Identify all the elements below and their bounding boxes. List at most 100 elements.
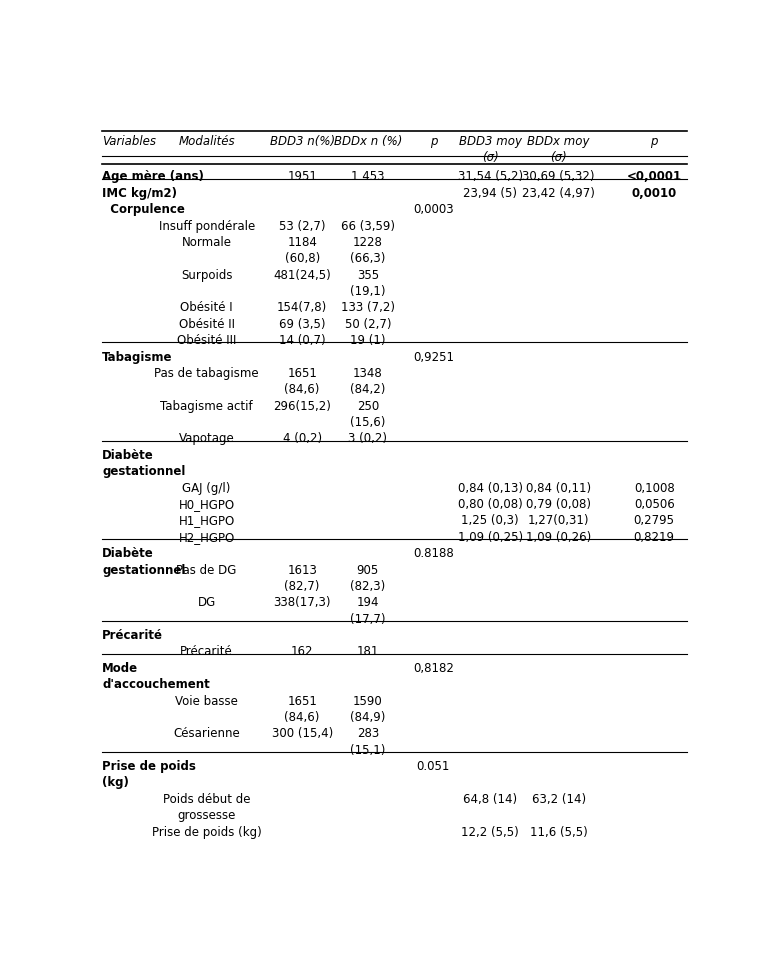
Text: grossesse: grossesse <box>177 809 236 822</box>
Text: 355: 355 <box>357 269 379 281</box>
Text: Césarienne: Césarienne <box>173 727 240 741</box>
Text: p: p <box>651 134 658 148</box>
Text: (66,3): (66,3) <box>350 252 386 265</box>
Text: Tabagisme: Tabagisme <box>102 351 172 364</box>
Text: 12,2 (5,5): 12,2 (5,5) <box>461 826 519 838</box>
Text: 1,09 (0,25): 1,09 (0,25) <box>457 531 523 543</box>
Text: 50 (2,7): 50 (2,7) <box>344 318 391 331</box>
Text: (kg): (kg) <box>102 777 129 789</box>
Text: 1228: 1228 <box>353 236 383 249</box>
Text: 1348: 1348 <box>353 366 383 380</box>
Text: 0,9251: 0,9251 <box>413 351 454 364</box>
Text: (84,6): (84,6) <box>284 383 320 396</box>
Text: 1184: 1184 <box>287 236 317 249</box>
Text: BDDx n (%): BDDx n (%) <box>333 134 402 148</box>
Text: 19 (1): 19 (1) <box>350 335 386 347</box>
Text: 4 (0,2): 4 (0,2) <box>283 432 322 446</box>
Text: Age mère (ans): Age mère (ans) <box>102 170 204 184</box>
Text: Prise de poids: Prise de poids <box>102 760 196 773</box>
Text: 1951: 1951 <box>287 170 317 184</box>
Text: DG: DG <box>198 597 216 609</box>
Text: Obésité II: Obésité II <box>179 318 235 331</box>
Text: 283: 283 <box>357 727 379 741</box>
Text: 0,8182: 0,8182 <box>413 661 454 675</box>
Text: 481(24,5): 481(24,5) <box>273 269 331 281</box>
Text: 1,27(0,31): 1,27(0,31) <box>528 514 590 527</box>
Text: gestationnel: gestationnel <box>102 465 186 479</box>
Text: 1,09 (0,26): 1,09 (0,26) <box>526 531 591 543</box>
Text: Diabète: Diabète <box>102 449 154 462</box>
Text: 1651: 1651 <box>287 366 317 380</box>
Text: 194: 194 <box>357 597 379 609</box>
Text: BDDx moy: BDDx moy <box>527 134 590 148</box>
Text: Modalités: Modalités <box>179 134 235 148</box>
Text: (84,2): (84,2) <box>350 383 386 396</box>
Text: (19,1): (19,1) <box>350 285 386 298</box>
Text: gestationnel: gestationnel <box>102 564 186 576</box>
Text: Variables: Variables <box>102 134 156 148</box>
Text: (82,3): (82,3) <box>350 580 386 593</box>
Text: 23,42 (4,97): 23,42 (4,97) <box>522 187 595 200</box>
Text: (15,1): (15,1) <box>350 744 386 757</box>
Text: Obésité III: Obésité III <box>177 335 236 347</box>
Text: H2_HGPO: H2_HGPO <box>179 531 235 543</box>
Text: 0,1008: 0,1008 <box>634 482 675 495</box>
Text: Surpoids: Surpoids <box>181 269 233 281</box>
Text: (84,6): (84,6) <box>284 711 320 724</box>
Text: Insuff pondérale: Insuff pondérale <box>159 220 255 232</box>
Text: 338(17,3): 338(17,3) <box>273 597 331 609</box>
Text: 0,0010: 0,0010 <box>631 187 677 200</box>
Text: (82,7): (82,7) <box>284 580 320 593</box>
Text: 11,6 (5,5): 11,6 (5,5) <box>530 826 588 838</box>
Text: Normale: Normale <box>182 236 232 249</box>
Text: H0_HGPO: H0_HGPO <box>179 498 235 511</box>
Text: (17,7): (17,7) <box>350 613 386 626</box>
Text: 1651: 1651 <box>287 694 317 708</box>
Text: Précarité: Précarité <box>102 630 163 642</box>
Text: 66 (3,59): 66 (3,59) <box>341 220 395 232</box>
Text: Diabète: Diabète <box>102 547 154 560</box>
Text: 250: 250 <box>357 399 379 413</box>
Text: Pas de tabagisme: Pas de tabagisme <box>154 366 259 380</box>
Text: 1,25 (0,3): 1,25 (0,3) <box>461 514 519 527</box>
Text: 0,84 (0,13): 0,84 (0,13) <box>457 482 523 495</box>
Text: d'accouchement: d'accouchement <box>102 678 210 691</box>
Text: Vapotage: Vapotage <box>179 432 235 446</box>
Text: Pas de DG: Pas de DG <box>176 564 237 576</box>
Text: 23,94 (5): 23,94 (5) <box>463 187 517 200</box>
Text: 0,0003: 0,0003 <box>413 203 454 217</box>
Text: Obésité I: Obésité I <box>180 302 233 314</box>
Text: BDD3 moy: BDD3 moy <box>459 134 521 148</box>
Text: 30,69 (5,32): 30,69 (5,32) <box>523 170 595 184</box>
Text: 69 (3,5): 69 (3,5) <box>279 318 326 331</box>
Text: 0,79 (0,08): 0,79 (0,08) <box>526 498 591 511</box>
Text: 1613: 1613 <box>287 564 317 576</box>
Text: 0.051: 0.051 <box>417 760 450 773</box>
Text: Tabagisme actif: Tabagisme actif <box>160 399 253 413</box>
Text: 1 453: 1 453 <box>351 170 384 184</box>
Text: 0.8188: 0.8188 <box>413 547 454 560</box>
Text: 181: 181 <box>357 645 379 659</box>
Text: Poids début de: Poids début de <box>163 793 250 806</box>
Text: 0,2795: 0,2795 <box>634 514 675 527</box>
Text: H1_HGPO: H1_HGPO <box>179 514 235 527</box>
Text: 3 (0,2): 3 (0,2) <box>348 432 387 446</box>
Text: p: p <box>430 134 437 148</box>
Text: 64,8 (14): 64,8 (14) <box>463 793 517 806</box>
Text: Prise de poids (kg): Prise de poids (kg) <box>152 826 262 838</box>
Text: 162: 162 <box>291 645 313 659</box>
Text: <0,0001: <0,0001 <box>627 170 681 184</box>
Text: BDD3 n(%): BDD3 n(%) <box>270 134 335 148</box>
Text: (σ): (σ) <box>551 151 567 164</box>
Text: IMC kg/m2): IMC kg/m2) <box>102 187 177 200</box>
Text: 0,0506: 0,0506 <box>634 498 675 511</box>
Text: (84,9): (84,9) <box>350 711 386 724</box>
Text: 296(15,2): 296(15,2) <box>273 399 331 413</box>
Text: 300 (15,4): 300 (15,4) <box>272 727 333 741</box>
Text: (60,8): (60,8) <box>284 252 320 265</box>
Text: 63,2 (14): 63,2 (14) <box>531 793 586 806</box>
Text: GAJ (g/l): GAJ (g/l) <box>182 482 231 495</box>
Text: 154(7,8): 154(7,8) <box>277 302 327 314</box>
Text: Corpulence: Corpulence <box>102 203 185 217</box>
Text: 133 (7,2): 133 (7,2) <box>341 302 395 314</box>
